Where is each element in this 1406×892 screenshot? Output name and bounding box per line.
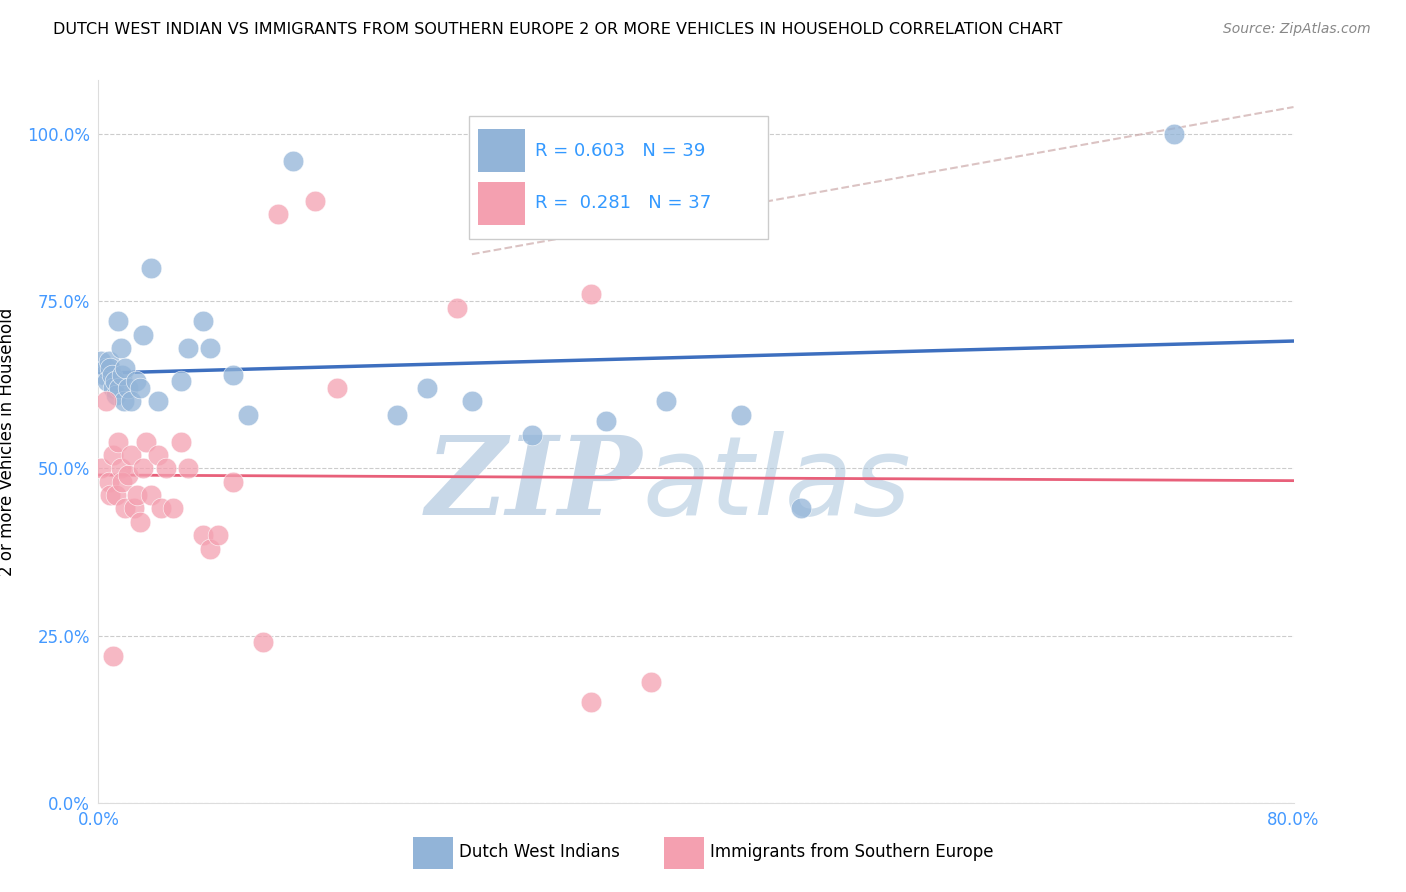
Point [96,375,118,389]
Text: atlas: atlas [643,432,911,539]
Point [117,467,139,482]
Point [267,207,290,221]
Point [416,381,439,395]
Point [446,301,468,315]
Point [125,375,148,389]
Point [105,387,128,401]
Point [135,434,157,449]
Point [97,475,120,489]
Point [114,361,136,376]
Point [114,501,136,516]
Point [150,501,173,516]
Point [120,394,142,409]
Point [94,394,117,409]
Text: Dutch West Indians: Dutch West Indians [460,843,620,861]
Point [595,414,617,429]
Point [520,427,543,442]
Point [93,368,115,382]
Point [124,501,146,516]
Point [177,461,200,475]
FancyBboxPatch shape [664,838,704,870]
Point [97,354,120,368]
Point [148,394,170,409]
Point [581,696,603,710]
Point [90,354,112,368]
Point [94,361,117,376]
Point [104,375,127,389]
Text: Source: ZipAtlas.com: Source: ZipAtlas.com [1223,22,1371,37]
Point [655,394,678,409]
Point [640,675,662,690]
Point [132,327,155,342]
Point [103,381,125,395]
Point [139,488,162,502]
Point [207,528,229,542]
Point [730,408,752,422]
Point [112,394,135,409]
Point [326,381,349,395]
Text: R =  0.281   N = 37: R = 0.281 N = 37 [534,194,711,212]
Point [789,501,811,516]
Point [127,488,149,502]
Point [191,314,214,328]
Point [200,341,222,355]
Point [155,461,177,475]
Point [110,341,132,355]
Point [111,475,134,489]
Point [177,341,200,355]
Point [103,648,125,663]
FancyBboxPatch shape [470,116,768,239]
Point [222,368,245,382]
Point [236,408,259,422]
FancyBboxPatch shape [478,182,524,225]
Point [162,501,184,516]
Point [304,194,326,208]
Point [98,361,122,376]
Point [169,375,191,389]
Point [139,260,162,275]
FancyBboxPatch shape [413,838,453,870]
Point [107,434,129,449]
Point [252,635,274,649]
Point [98,488,122,502]
Point [108,381,131,395]
Text: Immigrants from Southern Europe: Immigrants from Southern Europe [710,843,994,861]
Point [120,448,142,462]
Point [191,528,214,542]
Point [105,488,128,502]
Point [222,475,245,489]
Point [581,287,603,301]
Point [117,381,139,395]
Point [129,381,152,395]
Point [129,515,152,529]
FancyBboxPatch shape [478,129,524,172]
Point [103,448,125,462]
Text: ZIP: ZIP [426,431,643,539]
Point [385,408,409,422]
Point [1163,127,1185,141]
Point [281,153,304,168]
Text: DUTCH WEST INDIAN VS IMMIGRANTS FROM SOUTHERN EUROPE 2 OR MORE VEHICLES IN HOUSE: DUTCH WEST INDIAN VS IMMIGRANTS FROM SOU… [53,22,1063,37]
Point [148,448,170,462]
Point [461,394,484,409]
Point [169,434,191,449]
Point [107,314,129,328]
Point [101,368,124,382]
Point [90,461,112,475]
Y-axis label: 2 or more Vehicles in Household: 2 or more Vehicles in Household [0,308,15,575]
Point [111,368,134,382]
Text: R = 0.603   N = 39: R = 0.603 N = 39 [534,142,704,160]
Point [200,541,222,556]
Point [110,461,132,475]
Point [132,461,155,475]
